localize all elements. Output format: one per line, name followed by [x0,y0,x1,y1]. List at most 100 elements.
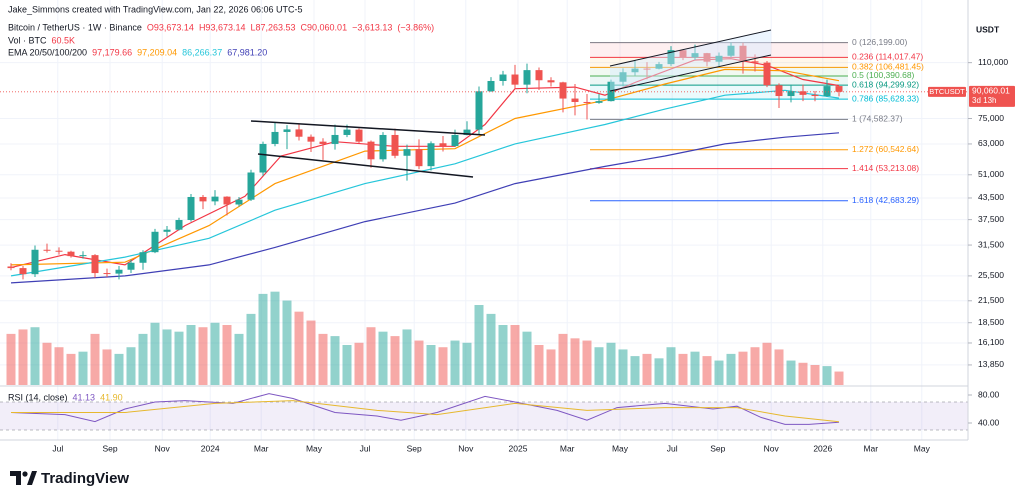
x-tick-label: Jul [52,443,63,453]
ohlc-value: O93,673.14 [147,22,194,32]
rsi-tick-label: 40.00 [978,417,1000,427]
volume-bar [558,333,568,385]
volume-bar [390,336,400,385]
logo-dot [22,471,28,477]
candle-body [163,229,171,232]
candle-body [295,129,303,137]
candle-body [367,141,375,160]
candle-body [403,149,411,156]
volume-bar [786,360,796,385]
candle-body [703,53,711,62]
y-tick-label: 21,500 [978,295,1004,305]
candle-body [151,231,159,253]
trend-line [609,54,772,92]
fib-label: 0.5 (100,390.68) [852,70,915,80]
volume-bar [726,353,736,385]
symbol-tag [928,86,966,97]
rsi-line [11,400,840,423]
fib-label: 0 (126,199.00) [852,37,907,47]
ema-line [10,132,840,284]
x-tick-label: May [914,443,931,453]
y-tick-label: 13,850 [978,359,1004,369]
volume-bar [678,353,688,385]
fib-label: 0.786 (85,628.33) [852,93,919,103]
x-tick-label: Nov [458,443,474,453]
volume-bar [18,329,28,385]
x-tick-label: Sep [102,443,117,453]
volume-bar [474,305,484,385]
volume-bar [546,349,556,385]
countdown: 3d 13h [972,96,996,105]
candle-body [751,61,759,63]
ohlc-value: L87,263.53 [250,22,295,32]
rsi-value: 41.13 [73,392,96,402]
volume-bar [834,371,844,385]
candle-body [667,50,675,65]
rsi-line [10,393,840,425]
candle-body [559,82,567,99]
volume-bar [714,360,724,385]
volume-bar [78,351,88,385]
volume-bar [342,345,352,385]
candle-body [307,136,315,142]
candle-body [55,250,63,252]
y-tick-label: 51,000 [978,169,1004,179]
volume-bar [378,331,388,385]
candle-body [355,129,363,142]
volume-bar [462,342,472,385]
y-tick-label: 18,500 [978,317,1004,327]
volume-bar [66,353,76,385]
x-tick-label: May [612,443,629,453]
candle-body [451,134,459,147]
candle-body [223,196,231,205]
footer-logo: TradingView [10,470,129,487]
symbol: Bitcoin / TetherUS · 1W · Binance [8,22,142,32]
fib-label: 1 (74,582.37) [852,114,903,124]
candle-body [103,273,111,275]
candle-body [379,134,387,160]
volume-bar [486,313,496,385]
volume-bar [210,322,220,385]
volume-bar [138,333,148,385]
fib-zone [590,75,848,86]
volume-bar [534,345,544,385]
volume-bar [402,329,412,385]
candle-body [427,143,435,167]
currency: USDT [976,24,1000,34]
candle-body [799,91,807,95]
ema-lines [10,58,840,284]
candle-body [283,129,291,132]
volume-bar [234,333,244,385]
fib-label: 1.272 (60,542.64) [852,144,919,154]
volume-bar [222,325,232,385]
volume-bar [654,358,664,385]
candle-body [331,134,339,144]
fib-label: 0.618 (94,299.92) [852,79,919,89]
volume-bar [270,291,280,385]
ema-title: EMA 20/50/100/200 [8,47,87,57]
trend-line [250,120,486,136]
candle-body [175,220,183,230]
volume-title: Vol · BTC [8,35,47,45]
fib-zone [590,85,848,100]
volume-bar [594,347,604,385]
candle-body [595,101,603,103]
fib-label: 1.414 (53,213.08) [852,163,919,173]
volume-pane [6,291,844,385]
candle-body [499,74,507,81]
y-tick-label: 110,000 [978,57,1008,67]
volume-bar [438,347,448,385]
volume-bar [690,351,700,385]
volume-bar [42,342,52,385]
x-tick-label: 2025 [509,443,528,453]
candle-body [415,149,423,167]
volume-bar [738,351,748,385]
y-tick-label: 63,000 [978,138,1004,148]
logo-mark [27,471,37,485]
ema-line [10,58,840,269]
volume-bar [54,347,64,385]
volume-bar [810,365,820,385]
candle-body [43,249,51,251]
y-tick-label: 43,500 [978,192,1004,202]
volume-bar [90,333,100,385]
